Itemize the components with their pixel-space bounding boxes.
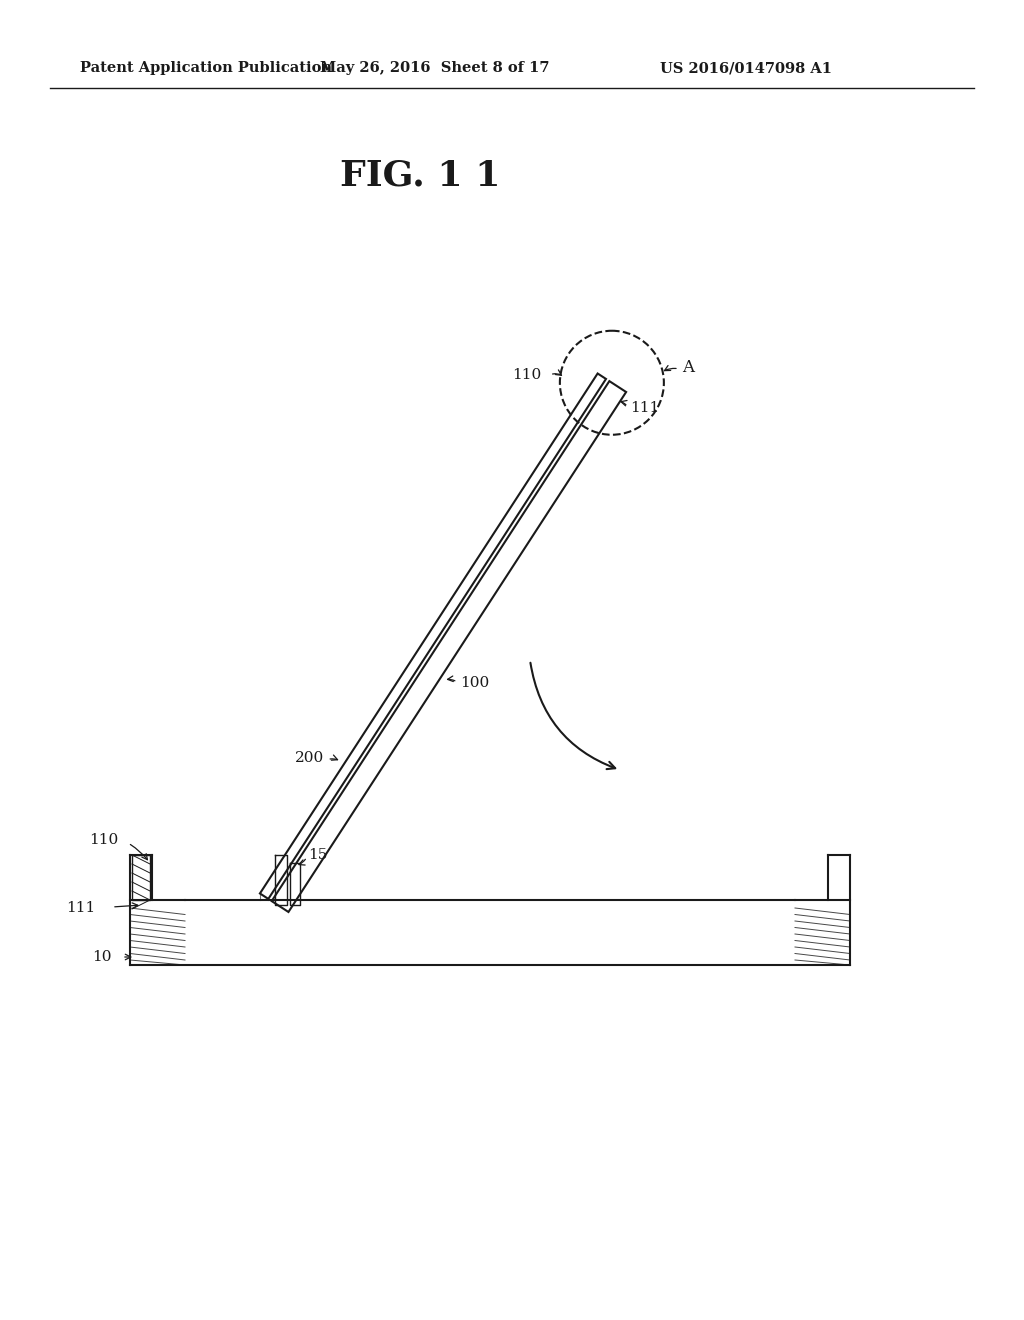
Text: A: A <box>682 359 694 376</box>
Text: 15: 15 <box>308 847 328 862</box>
Text: Patent Application Publication: Patent Application Publication <box>80 61 332 75</box>
Text: May 26, 2016  Sheet 8 of 17: May 26, 2016 Sheet 8 of 17 <box>321 61 550 75</box>
Text: 100: 100 <box>461 676 489 690</box>
Text: 10: 10 <box>92 950 112 964</box>
Text: FIG. 1 1: FIG. 1 1 <box>340 158 501 191</box>
Text: US 2016/0147098 A1: US 2016/0147098 A1 <box>660 61 831 75</box>
Text: 111: 111 <box>630 401 659 414</box>
FancyArrowPatch shape <box>530 663 615 770</box>
Text: 110: 110 <box>89 833 118 847</box>
Text: 111: 111 <box>66 902 95 915</box>
Text: 110: 110 <box>513 368 542 381</box>
Text: 200: 200 <box>295 751 325 766</box>
